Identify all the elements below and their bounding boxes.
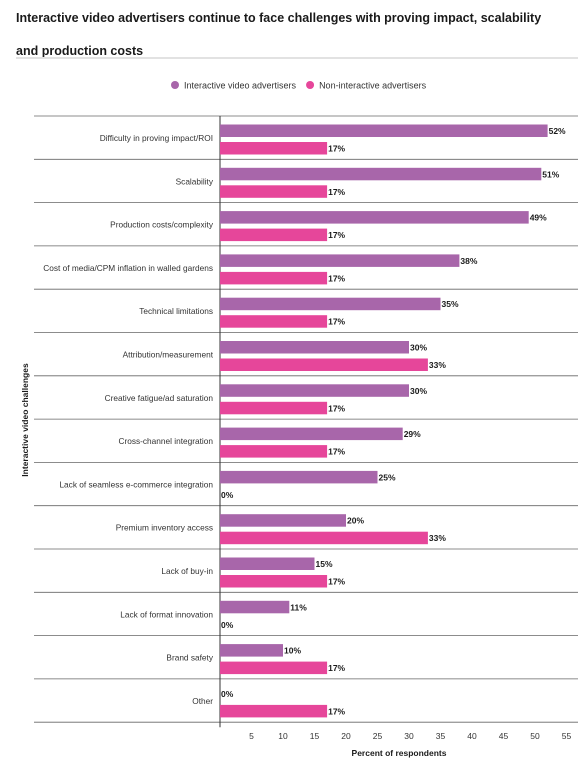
bar-interactive [220,297,441,311]
data-label: 25% [379,472,396,482]
category-label: Lack of format innovation [120,609,213,619]
data-label: 17% [328,706,345,716]
data-label: 17% [328,144,345,154]
category-label: Creative fatigue/ad saturation [105,393,214,403]
bar-non-interactive [220,358,428,371]
data-label: 17% [328,230,345,240]
category-label: Brand safety [166,653,213,663]
data-label: 29% [404,429,421,439]
category-label: Attribution/measurement [123,350,214,360]
category-label: Cost of media/CPM inflation in walled ga… [43,263,213,273]
title-divider [16,57,578,59]
x-tick-label: 55 [562,731,572,741]
x-tick-label: 10 [278,731,288,741]
category-label: Production costs/complexity [110,220,214,230]
bar-non-interactive [220,401,328,415]
data-label: 30% [410,386,427,396]
data-label: 30% [410,343,427,353]
data-label: 0% [221,490,234,500]
x-tick-label: 20 [341,731,351,741]
bar-non-interactive [220,142,328,155]
category-label: Difficulty in proving impact/ROI [100,133,213,143]
x-tick-label: 35 [436,731,446,741]
bar-interactive [220,557,315,570]
bar-interactive [220,644,283,657]
data-label: 17% [328,317,345,327]
bar-non-interactive [220,704,328,718]
data-label: 17% [328,187,345,197]
data-label: 51% [542,169,559,179]
category-label: Lack of buy-in [161,566,213,576]
bar-non-interactive [220,531,428,545]
data-label: 10% [284,646,301,656]
bar-interactive [220,600,290,614]
category-label: Cross-channel integration [118,436,213,446]
legend-marker-1 [171,81,179,89]
legend-label-2: Non-interactive advertisers [319,81,427,91]
data-label: 49% [530,213,547,223]
bar-non-interactive [220,185,328,198]
category-label: Premium inventory access [116,523,213,533]
data-label: 17% [328,663,345,673]
bar-interactive [220,384,409,397]
category-label: Lack of seamless e-commerce integration [59,479,213,489]
bar-interactive [220,211,529,224]
bar-non-interactive [220,661,328,675]
x-tick-label: 30 [404,731,414,741]
data-label: 52% [549,126,566,136]
data-label: 15% [316,559,333,569]
data-label: 35% [442,299,459,309]
data-label: 0% [221,689,234,699]
data-label: 0% [221,620,234,630]
x-tick-label: 50 [530,731,540,741]
bar-interactive [220,167,542,181]
x-tick-label: 40 [467,731,477,741]
x-tick-label: 5 [249,731,254,741]
data-label: 11% [290,602,307,612]
data-label: 17% [328,577,345,587]
x-tick-label: 15 [310,731,320,741]
data-label: 17% [328,273,345,283]
bar-non-interactive [220,228,328,242]
legend-marker-2 [306,81,315,89]
data-label: 20% [347,516,364,526]
bar-non-interactive [220,315,328,328]
y-axis-title: Interactive video challenges [20,363,30,477]
bar-interactive [220,254,460,267]
x-tick-label: 45 [499,731,509,741]
legend-label-1: Interactive video advertisers [184,81,297,91]
bar-interactive [220,427,403,441]
data-label: 17% [328,447,345,457]
bar-non-interactive [220,575,328,588]
bar-non-interactive [220,445,328,458]
bar-interactive [220,514,346,527]
category-label: Scalability [176,176,214,186]
bar-interactive [220,124,548,137]
bar-interactive [220,470,378,484]
x-axis-title: Percent of respondents [352,748,447,758]
chart-title: Interactive video advertisers continue t… [16,11,542,58]
data-label: 17% [328,403,345,413]
bar-interactive [220,341,409,354]
category-label: Technical limitations [139,306,213,316]
x-tick-label: 25 [373,731,383,741]
data-label: 33% [429,533,446,543]
bar-non-interactive [220,271,328,285]
category-label: Other [192,696,213,706]
data-label: 33% [429,360,446,370]
data-label: 38% [460,256,477,266]
